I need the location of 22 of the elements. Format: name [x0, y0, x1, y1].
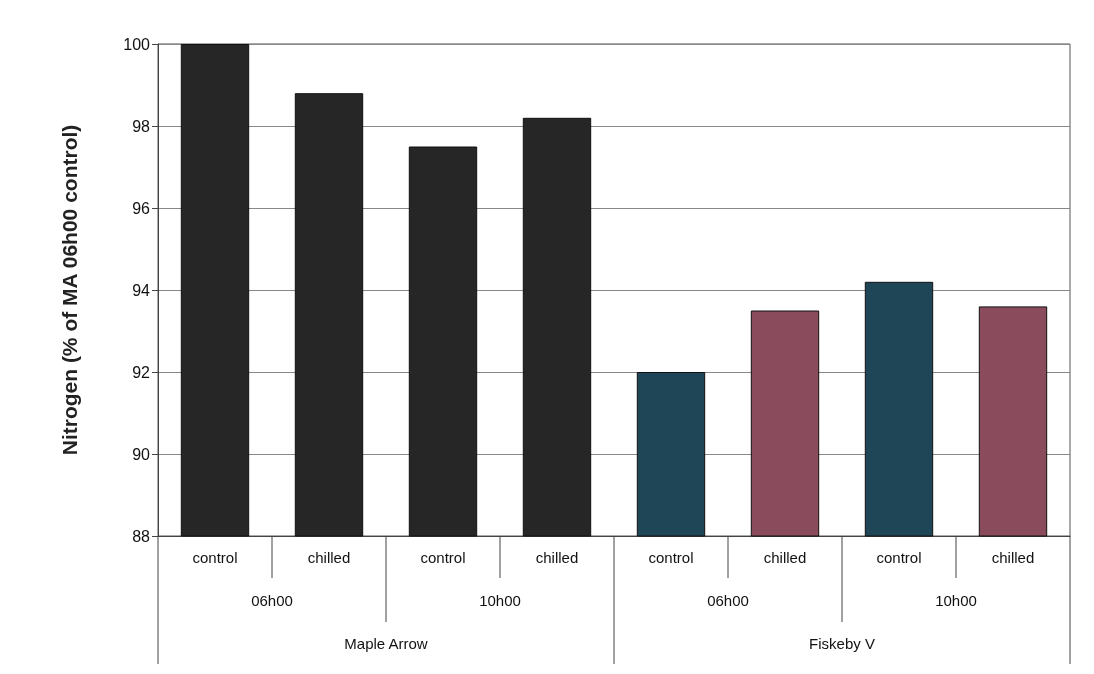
y-tick-label: 96 — [132, 199, 151, 217]
x-tick-label: chilled — [763, 549, 807, 566]
x-tick-label: control — [420, 549, 466, 566]
x-tick-label: control — [876, 549, 922, 566]
y-tick-label: 92 — [132, 363, 151, 381]
text: 10h00 — [479, 591, 521, 609]
y-axis-title: Nitrogen (% of MA 06h00 control) — [58, 124, 81, 456]
y-tick-label: 90 — [132, 445, 151, 463]
text: 10h00 — [935, 591, 977, 609]
x-tick-label: chilled — [991, 549, 1035, 566]
y-tick-label: 88 — [132, 527, 151, 545]
y-tick-label: 94 — [132, 281, 151, 299]
text: Fiskeby V — [809, 634, 875, 652]
x-tick-label: chilled — [307, 549, 351, 566]
y-tick-label: 100 — [123, 35, 151, 53]
text: Maple Arrow — [344, 634, 428, 652]
text: 06h00 — [707, 591, 749, 609]
y-tick-label: 98 — [132, 117, 151, 135]
text: 06h00 — [251, 591, 293, 609]
x-tick-label: control — [648, 549, 694, 566]
x-tick-label: chilled — [535, 549, 579, 566]
x-tick-label: control — [192, 549, 238, 566]
